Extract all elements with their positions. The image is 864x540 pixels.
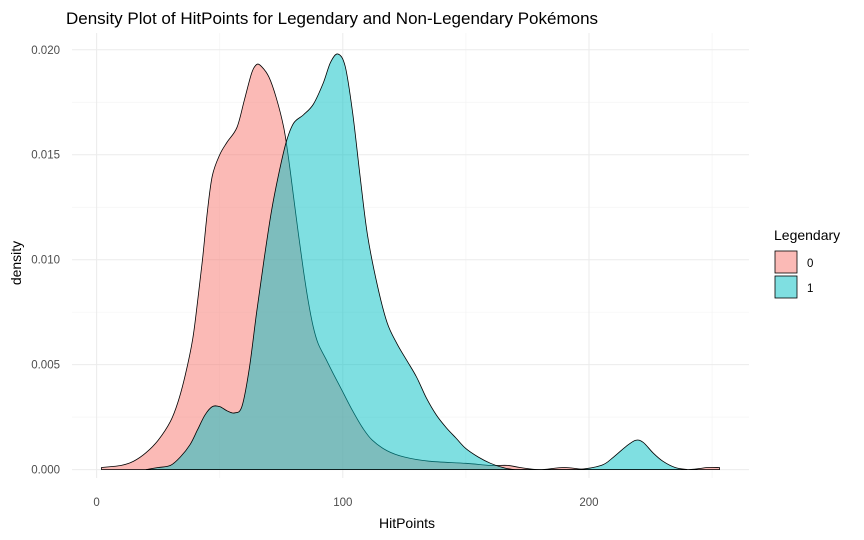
y-tick-label: 0.000 [31,465,60,477]
legend-title: Legendary [774,227,840,243]
legend: Legendary 0 1 [774,227,840,299]
y-tick-label: 0.015 [31,150,60,162]
legend-key-0 [774,250,798,274]
x-tick-label: 100 [333,497,352,509]
y-tick-label: 0.020 [31,45,60,57]
y-tick-label: 0.010 [31,255,60,267]
y-tick-labels: 0.000 0.005 0.010 0.015 0.020 [31,45,60,477]
x-axis-title: HitPoints [379,515,435,531]
x-tick-labels: 0 100 200 [93,497,598,509]
y-tick-label: 0.005 [31,360,60,372]
legend-label: 0 [807,258,813,270]
chart-title: Density Plot of HitPoints for Legendary … [66,9,598,28]
density-area-1 [145,53,688,471]
legend-label: 1 [807,283,813,295]
x-tick-label: 200 [579,497,598,509]
y-axis-title: density [8,241,24,285]
density-areas [101,53,720,471]
x-tick-label: 0 [93,497,99,509]
legend-key-1 [774,275,798,299]
